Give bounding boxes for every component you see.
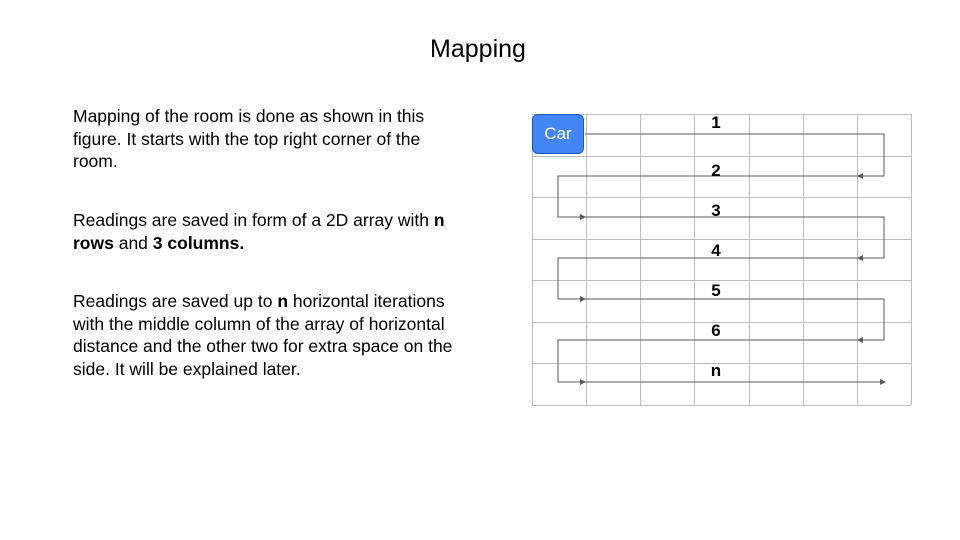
arrow-head-right [880, 379, 886, 385]
arrow-head-left [857, 255, 863, 261]
row-label: 6 [711, 321, 720, 340]
row-label: 4 [711, 241, 721, 260]
description-paragraph-mapping: Mapping of the room is done as shown in … [73, 105, 463, 173]
bold-text-n: n [277, 291, 289, 311]
arrow-head-right [580, 296, 586, 302]
arrow-head-left [857, 337, 863, 343]
row-label: 5 [711, 281, 720, 300]
description-paragraph-array: Readings are saved in form of a 2D array… [73, 209, 463, 254]
paragraph-text: Mapping of the room is done as shown in … [73, 106, 425, 171]
description-paragraph-iterations: Readings are saved up to n horizontal it… [73, 290, 463, 380]
bold-text-n-rows: n rows [73, 210, 445, 253]
slide-title: Mapping [430, 35, 526, 63]
car-path-line [557, 133, 885, 383]
car-box: Car [532, 114, 584, 154]
row-label: 3 [711, 201, 720, 220]
car-path [557, 133, 886, 385]
arrow-head-right [580, 379, 586, 385]
bold-text-3-columns: 3 columns. [152, 232, 245, 253]
row-label: 1 [711, 113, 720, 132]
arrow-head-right [580, 214, 586, 220]
row-label: n [711, 361, 721, 380]
paragraph-text: horizontal iterations with the middle co… [73, 291, 453, 379]
arrow-head-left [857, 173, 863, 179]
row-label: 2 [711, 161, 720, 180]
paragraph-text: Readings are saved up to [73, 291, 278, 311]
paragraph-text: Readings are saved in form of a 2D array… [73, 210, 434, 230]
paragraph-text: and [113, 232, 153, 253]
row-labels: 1 2 3 4 5 6 n [711, 113, 721, 380]
room-grid [532, 114, 912, 406]
